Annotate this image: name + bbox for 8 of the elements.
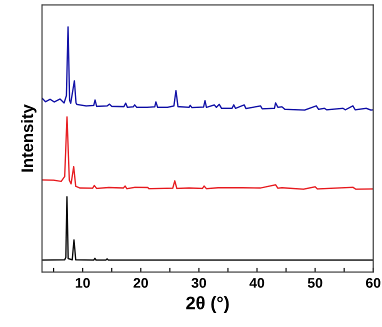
x-tick-label: 20 (134, 278, 148, 288)
x-tick-label: 40 (249, 278, 264, 288)
x-tick-label: 30 (191, 278, 206, 288)
x-axis-title: 2θ (°) (186, 296, 229, 313)
x-tick-label: 60 (366, 278, 380, 288)
y-axis-title: Intensity (20, 104, 36, 172)
x-tick-label: 10 (76, 278, 90, 288)
x-tick-label: 50 (308, 278, 322, 288)
